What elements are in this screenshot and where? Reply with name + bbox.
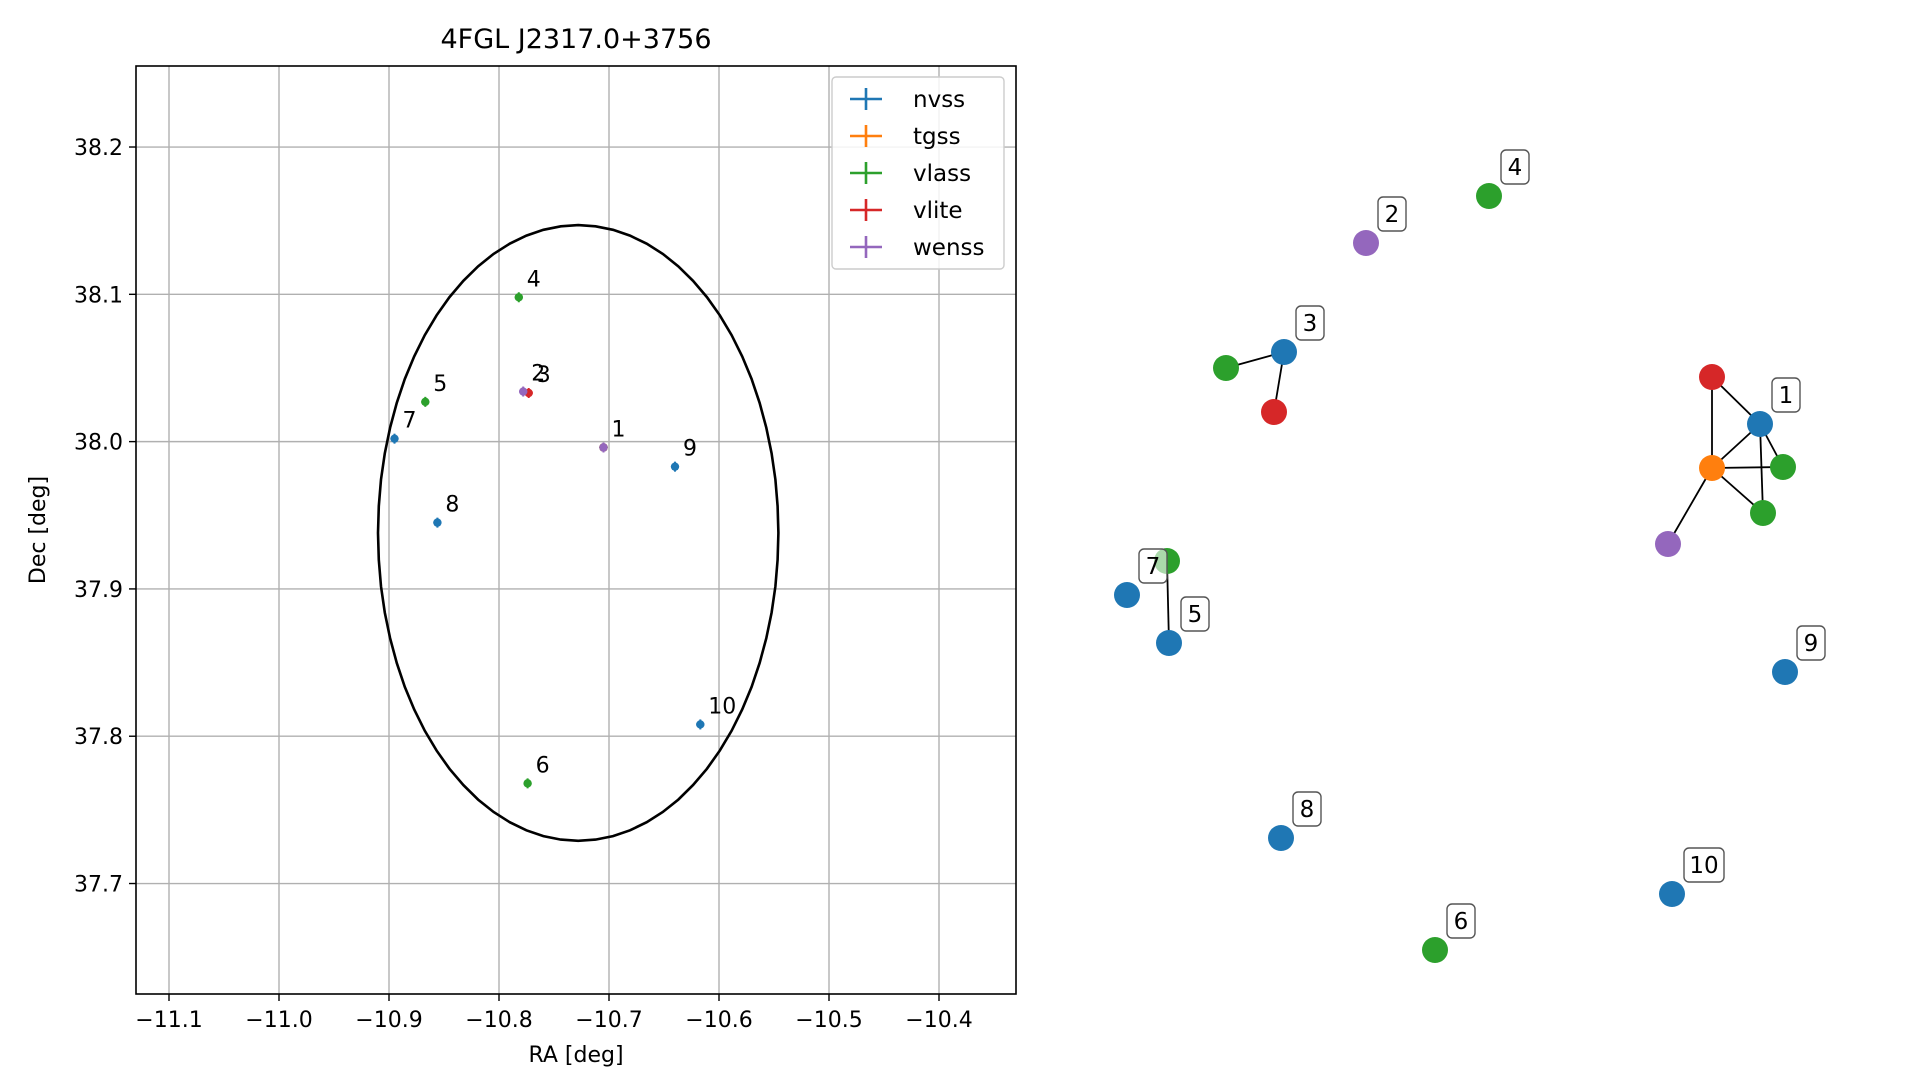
- vlass-node: [1770, 454, 1796, 480]
- scatter-annotations: 1 7 8 9 10 4 5 6 32: [403, 267, 737, 778]
- x-tick-label: −10.8: [465, 1008, 532, 1033]
- tgss-node: [1699, 455, 1725, 481]
- legend-entry-vlass: vlass: [913, 161, 971, 187]
- node-label-box: [1771, 377, 1801, 413]
- node-label: 10: [1689, 853, 1718, 879]
- node-label-box: [1295, 305, 1325, 341]
- y-tick-label: 37.8: [74, 725, 123, 750]
- x-tick-label: −10.6: [685, 1008, 752, 1033]
- nvss-point: [670, 462, 680, 471]
- scatter-ticks: −11.1 −11.0 −10.9 −10.8 −10.7 −10.6 −10.5 −10.4…: [74, 136, 973, 1033]
- scatter-panel: 1 7 8 9 10 4 5 6 32 −11.1 −11.0 −10.9 −10.8 −10.7 −10…: [26, 24, 1017, 1068]
- vlass-node: [1213, 355, 1239, 381]
- plot-frame: [135, 65, 1017, 995]
- network-edges: [1166, 351, 1784, 644]
- network-labels: 1 2 4 3 5 7 9 8 10 6: [1138, 149, 1826, 939]
- node-label-box: [1138, 548, 1168, 584]
- node-label-box: [1500, 149, 1530, 185]
- x-tick-label: −10.9: [355, 1008, 422, 1033]
- y-tick-label: 37.7: [74, 873, 123, 898]
- nvss-node: [1772, 659, 1798, 685]
- node-label: 7: [1146, 554, 1161, 580]
- x-tick-label: −10.5: [795, 1008, 862, 1033]
- node-label-box: [1292, 791, 1322, 827]
- vlass-node: [1750, 500, 1776, 526]
- vlass-node: [1476, 183, 1502, 209]
- legend: nvss tgss vlass vlite wenss: [831, 76, 1005, 270]
- chart-title: 4FGL J2317.0+3756: [440, 24, 711, 55]
- node-label-box: [1377, 196, 1407, 232]
- source-annotation: 4: [527, 267, 541, 292]
- scatter-points: [390, 292, 705, 789]
- source-annotation: 3: [537, 363, 551, 388]
- legend-frame: [831, 76, 1005, 270]
- graph-edge: [1759, 423, 1764, 514]
- x-tick-label: −10.4: [905, 1008, 972, 1033]
- nvss-node: [1268, 825, 1294, 851]
- y-tick-label: 38.1: [74, 283, 123, 308]
- x-axis-label: RA [deg]: [528, 1043, 623, 1068]
- source-annotation: 9: [683, 437, 697, 462]
- nvss-point: [433, 518, 442, 527]
- y-tick-label: 38.0: [74, 431, 123, 456]
- source-annotation: 10: [708, 694, 736, 719]
- network-panel: 1 2 4 3 5 7 9 8 10 6: [1114, 149, 1826, 963]
- nvss-point: [390, 434, 399, 443]
- node-label-box: [1796, 625, 1826, 661]
- node-label: 8: [1300, 797, 1315, 823]
- legend-entry-wenss: wenss: [913, 235, 985, 261]
- source-annotation: 7: [403, 409, 417, 434]
- legend-entry-nvss: nvss: [913, 87, 965, 113]
- graph-edge: [1667, 467, 1713, 545]
- source-annotation: 1: [612, 418, 626, 443]
- vlass-point: [514, 293, 523, 302]
- wenss-point: [599, 443, 608, 452]
- vlass-point: [523, 779, 532, 788]
- vlass-node: [1422, 937, 1448, 963]
- node-label: 9: [1804, 631, 1819, 657]
- source-annotation: 5: [433, 372, 447, 397]
- source-annotation: 6: [536, 753, 550, 778]
- node-label: 4: [1508, 155, 1523, 181]
- source-annotation: 8: [445, 493, 459, 518]
- nvss-node: [1271, 339, 1297, 365]
- nvss-point: [696, 720, 705, 729]
- node-label: 6: [1454, 909, 1469, 935]
- wenss-node: [1353, 230, 1379, 256]
- vlite-node: [1261, 399, 1287, 425]
- legend-entry-vlite: vlite: [913, 198, 963, 224]
- node-label-box: [1683, 847, 1725, 883]
- node-label: 2: [1385, 202, 1400, 228]
- x-tick-label: −11.0: [245, 1008, 312, 1033]
- nvss-node: [1114, 582, 1140, 608]
- node-label-box: [1180, 596, 1210, 632]
- source-annotation: 2: [531, 362, 545, 387]
- nvss-node: [1747, 411, 1773, 437]
- wenss-point: [519, 387, 528, 396]
- wenss-node: [1655, 531, 1681, 557]
- y-tick-label: 37.9: [74, 578, 123, 603]
- x-tick-label: −11.1: [135, 1008, 202, 1033]
- node-label: 1: [1779, 383, 1794, 409]
- y-tick-label: 38.2: [74, 136, 123, 161]
- uncertainty-ellipse: [376, 223, 780, 843]
- network-nodes: [1114, 183, 1798, 963]
- vlass-point: [421, 397, 430, 407]
- nvss-node: [1659, 881, 1685, 907]
- vlite-node: [1699, 364, 1725, 390]
- nvss-node: [1156, 630, 1182, 656]
- x-tick-label: −10.7: [575, 1008, 642, 1033]
- node-label-box: [1446, 903, 1476, 939]
- y-axis-label: Dec [deg]: [26, 476, 51, 584]
- legend-entry-tgss: tgss: [913, 124, 961, 150]
- node-label: 5: [1188, 602, 1203, 628]
- node-label: 3: [1303, 311, 1318, 337]
